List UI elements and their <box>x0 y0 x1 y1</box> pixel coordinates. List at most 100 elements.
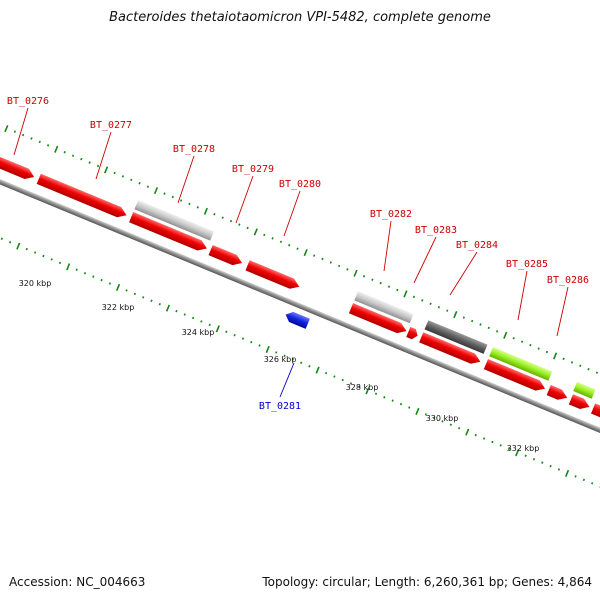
ruler-tick <box>379 281 382 285</box>
ruler-tick <box>121 175 125 178</box>
ruler-tick <box>313 254 316 257</box>
ruler-tick <box>265 345 270 353</box>
ruler-tick <box>582 478 585 482</box>
ruler-tick <box>358 385 361 389</box>
ruler-tick <box>574 475 577 478</box>
ruler-tick <box>333 375 336 378</box>
ruler-tick <box>503 331 508 339</box>
ruler-tick <box>491 440 494 444</box>
ruler-tick <box>291 358 294 361</box>
ruler-tick <box>512 337 515 340</box>
ruler-tick <box>63 151 66 154</box>
ruler-tick <box>482 437 486 440</box>
ruler-tick <box>329 261 332 264</box>
ruler-tick <box>283 354 286 358</box>
genome-title: Bacteroides thetaiotaomicron VPI-5482, c… <box>109 10 491 25</box>
cds-arrow <box>406 326 418 340</box>
ruler-tick <box>75 268 78 272</box>
kbp-label: 324 kbp <box>182 328 215 337</box>
ruler-tick <box>150 299 153 303</box>
ruler-tick <box>499 444 502 447</box>
ruler-tick <box>408 406 411 409</box>
ruler-tick <box>391 399 394 402</box>
ruler-tick <box>158 302 161 306</box>
ruler-tick <box>532 457 536 461</box>
cds-arrow <box>129 212 207 251</box>
ruler-tick <box>441 420 444 423</box>
ruler-tick <box>507 447 511 451</box>
ruler-tick <box>471 319 474 323</box>
ruler-tick <box>562 357 565 361</box>
ruler-tick <box>104 166 109 174</box>
ruler-tick <box>130 178 133 182</box>
genome-track <box>0 125 600 488</box>
ruler-tick <box>215 325 220 333</box>
ruler-tick <box>253 228 258 236</box>
ruler-tick <box>263 233 266 237</box>
ruler-tick <box>165 304 171 312</box>
gene-label: BT_0278 <box>173 144 215 155</box>
ruler-tick <box>229 219 233 223</box>
ruler-tick <box>221 216 224 219</box>
gene-feature-bar <box>573 381 596 399</box>
kbp-label: 330 kbp <box>426 414 459 423</box>
ruler-tick <box>146 185 149 188</box>
ruler-tick <box>66 263 71 271</box>
gene-label: BT_0286 <box>547 275 589 286</box>
gene-label: BT_0285 <box>506 259 548 270</box>
ruler-tick <box>524 454 527 457</box>
ruler-tick <box>138 182 141 185</box>
ruler-tick <box>537 347 540 350</box>
ruler-tick <box>374 392 378 395</box>
ruler-tick <box>549 464 552 468</box>
ruler-tick <box>191 316 195 320</box>
ruler-tick <box>163 192 166 195</box>
ruler-tick <box>424 413 428 416</box>
ruler-tick <box>479 323 482 326</box>
gene-feature-bar <box>424 320 488 354</box>
gene-feature-bar <box>134 200 214 241</box>
ruler-tick <box>474 433 477 437</box>
lower-tick-ruler <box>0 237 600 488</box>
ruler-tick <box>175 309 178 313</box>
ruler-tick <box>415 407 420 415</box>
ruler-tick <box>83 271 87 275</box>
ruler-tick <box>495 330 499 333</box>
kbp-label: 326 kbp <box>264 355 297 364</box>
ruler-tick <box>515 449 520 457</box>
ruler-tick <box>553 352 558 360</box>
cds-arrow <box>36 173 127 218</box>
accession-text: Accession: NC_004663 <box>9 575 146 589</box>
ruler-tick <box>50 258 53 261</box>
gene-leader-line <box>556 286 569 337</box>
ruler-tick <box>246 226 249 230</box>
ruler-tick <box>300 361 303 364</box>
ruler-tick <box>142 296 145 299</box>
ruler-tick <box>545 350 549 354</box>
ruler-tick <box>233 333 236 337</box>
gene-label: BT_0277 <box>90 120 132 131</box>
ruler-tick <box>258 344 261 347</box>
ruler-tick <box>362 275 366 278</box>
ruler-tick <box>250 340 253 344</box>
ruler-tick <box>433 416 436 420</box>
ruler-tick <box>412 295 416 299</box>
gene-leader-line <box>413 236 437 284</box>
ruler-tick <box>92 275 95 278</box>
gene-label: BT_0281 <box>259 401 301 412</box>
ruler-tick <box>0 237 3 241</box>
ruler-tick <box>308 364 311 368</box>
ruler-tick <box>324 371 328 375</box>
gene-leader-line <box>235 175 254 224</box>
ruler-tick <box>80 157 83 161</box>
ruler-tick <box>437 306 441 309</box>
cds-arrow <box>245 260 300 289</box>
ruler-tick <box>315 366 320 374</box>
ruler-tick <box>33 251 37 254</box>
ruler-tick <box>225 330 228 333</box>
ruler-tick <box>96 164 100 168</box>
ruler-tick <box>208 323 211 327</box>
cds-arrow <box>0 152 35 179</box>
